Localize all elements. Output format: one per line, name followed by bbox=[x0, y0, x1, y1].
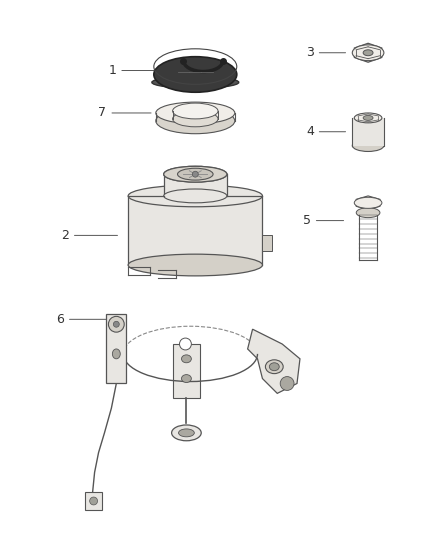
Ellipse shape bbox=[113, 349, 120, 359]
Polygon shape bbox=[128, 196, 262, 265]
Ellipse shape bbox=[156, 102, 235, 124]
Text: 5: 5 bbox=[303, 214, 343, 227]
Polygon shape bbox=[106, 314, 126, 384]
Ellipse shape bbox=[164, 189, 227, 203]
Ellipse shape bbox=[363, 116, 373, 120]
Polygon shape bbox=[164, 174, 227, 196]
Text: 7: 7 bbox=[99, 107, 151, 119]
Polygon shape bbox=[262, 236, 272, 251]
Text: 4: 4 bbox=[306, 125, 346, 138]
Circle shape bbox=[109, 317, 124, 332]
Ellipse shape bbox=[156, 108, 235, 134]
Text: 2: 2 bbox=[61, 229, 117, 242]
Ellipse shape bbox=[128, 254, 262, 276]
Ellipse shape bbox=[179, 429, 194, 437]
Circle shape bbox=[90, 497, 98, 505]
Ellipse shape bbox=[173, 103, 218, 119]
Ellipse shape bbox=[172, 425, 201, 441]
Polygon shape bbox=[85, 492, 102, 510]
Ellipse shape bbox=[177, 168, 213, 180]
Ellipse shape bbox=[154, 56, 237, 92]
Polygon shape bbox=[352, 118, 384, 146]
Circle shape bbox=[280, 377, 294, 390]
Ellipse shape bbox=[181, 375, 191, 383]
Circle shape bbox=[192, 171, 198, 177]
Ellipse shape bbox=[352, 45, 384, 61]
Ellipse shape bbox=[356, 208, 380, 217]
Ellipse shape bbox=[352, 140, 384, 151]
Ellipse shape bbox=[269, 363, 279, 370]
Polygon shape bbox=[247, 329, 300, 393]
Polygon shape bbox=[354, 43, 382, 62]
Ellipse shape bbox=[173, 111, 218, 127]
Ellipse shape bbox=[164, 166, 227, 182]
Ellipse shape bbox=[265, 360, 283, 374]
Polygon shape bbox=[356, 196, 380, 209]
Ellipse shape bbox=[164, 166, 227, 182]
Ellipse shape bbox=[363, 50, 373, 56]
Text: 3: 3 bbox=[306, 46, 346, 59]
Circle shape bbox=[113, 321, 119, 327]
Text: 6: 6 bbox=[56, 313, 108, 326]
Ellipse shape bbox=[354, 113, 382, 123]
Ellipse shape bbox=[152, 76, 239, 88]
Circle shape bbox=[180, 338, 191, 350]
Text: 1: 1 bbox=[109, 64, 158, 77]
Polygon shape bbox=[173, 344, 200, 398]
Ellipse shape bbox=[128, 185, 262, 207]
Ellipse shape bbox=[181, 355, 191, 363]
Ellipse shape bbox=[354, 197, 382, 208]
